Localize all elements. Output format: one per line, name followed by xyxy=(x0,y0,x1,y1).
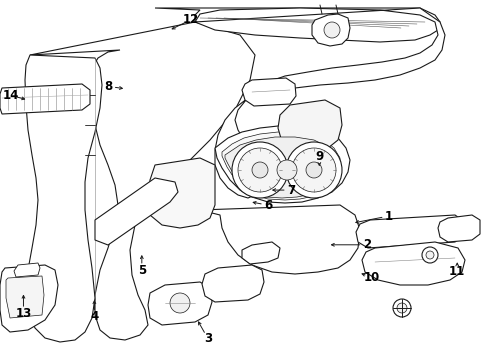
Circle shape xyxy=(291,148,335,192)
Circle shape xyxy=(392,299,410,317)
Circle shape xyxy=(276,160,296,180)
Polygon shape xyxy=(195,8,444,198)
Text: 2: 2 xyxy=(362,238,370,251)
Polygon shape xyxy=(311,14,349,46)
Polygon shape xyxy=(155,8,439,42)
Polygon shape xyxy=(437,215,479,242)
Polygon shape xyxy=(14,263,40,277)
Polygon shape xyxy=(215,126,349,203)
Circle shape xyxy=(231,142,287,198)
Text: 9: 9 xyxy=(315,150,323,163)
Polygon shape xyxy=(355,215,464,248)
Circle shape xyxy=(238,148,282,192)
Polygon shape xyxy=(242,242,280,264)
Circle shape xyxy=(285,142,341,198)
Text: 7: 7 xyxy=(286,184,294,197)
Polygon shape xyxy=(242,78,295,106)
Polygon shape xyxy=(0,84,90,114)
Polygon shape xyxy=(202,265,264,302)
Circle shape xyxy=(324,22,339,38)
Polygon shape xyxy=(0,265,58,332)
Text: 5: 5 xyxy=(138,264,145,276)
Polygon shape xyxy=(25,55,102,342)
Text: 11: 11 xyxy=(448,265,465,278)
Circle shape xyxy=(425,251,433,259)
Circle shape xyxy=(170,293,190,313)
Polygon shape xyxy=(6,276,44,318)
Circle shape xyxy=(421,247,437,263)
Circle shape xyxy=(305,162,321,178)
Text: 8: 8 xyxy=(104,80,112,93)
Text: 10: 10 xyxy=(363,271,379,284)
Text: 13: 13 xyxy=(15,307,32,320)
Text: 14: 14 xyxy=(2,89,19,102)
Polygon shape xyxy=(200,205,359,274)
Text: 12: 12 xyxy=(182,13,199,26)
Polygon shape xyxy=(224,137,337,198)
Circle shape xyxy=(251,162,267,178)
Polygon shape xyxy=(148,158,215,228)
Text: 4: 4 xyxy=(90,310,98,323)
Polygon shape xyxy=(148,282,212,325)
Polygon shape xyxy=(95,178,178,245)
Polygon shape xyxy=(278,100,341,152)
Polygon shape xyxy=(30,22,254,340)
Text: 3: 3 xyxy=(203,332,211,345)
Text: 1: 1 xyxy=(384,210,392,222)
Polygon shape xyxy=(222,132,339,200)
Text: 6: 6 xyxy=(264,199,271,212)
Circle shape xyxy=(396,303,406,313)
Polygon shape xyxy=(361,242,464,285)
